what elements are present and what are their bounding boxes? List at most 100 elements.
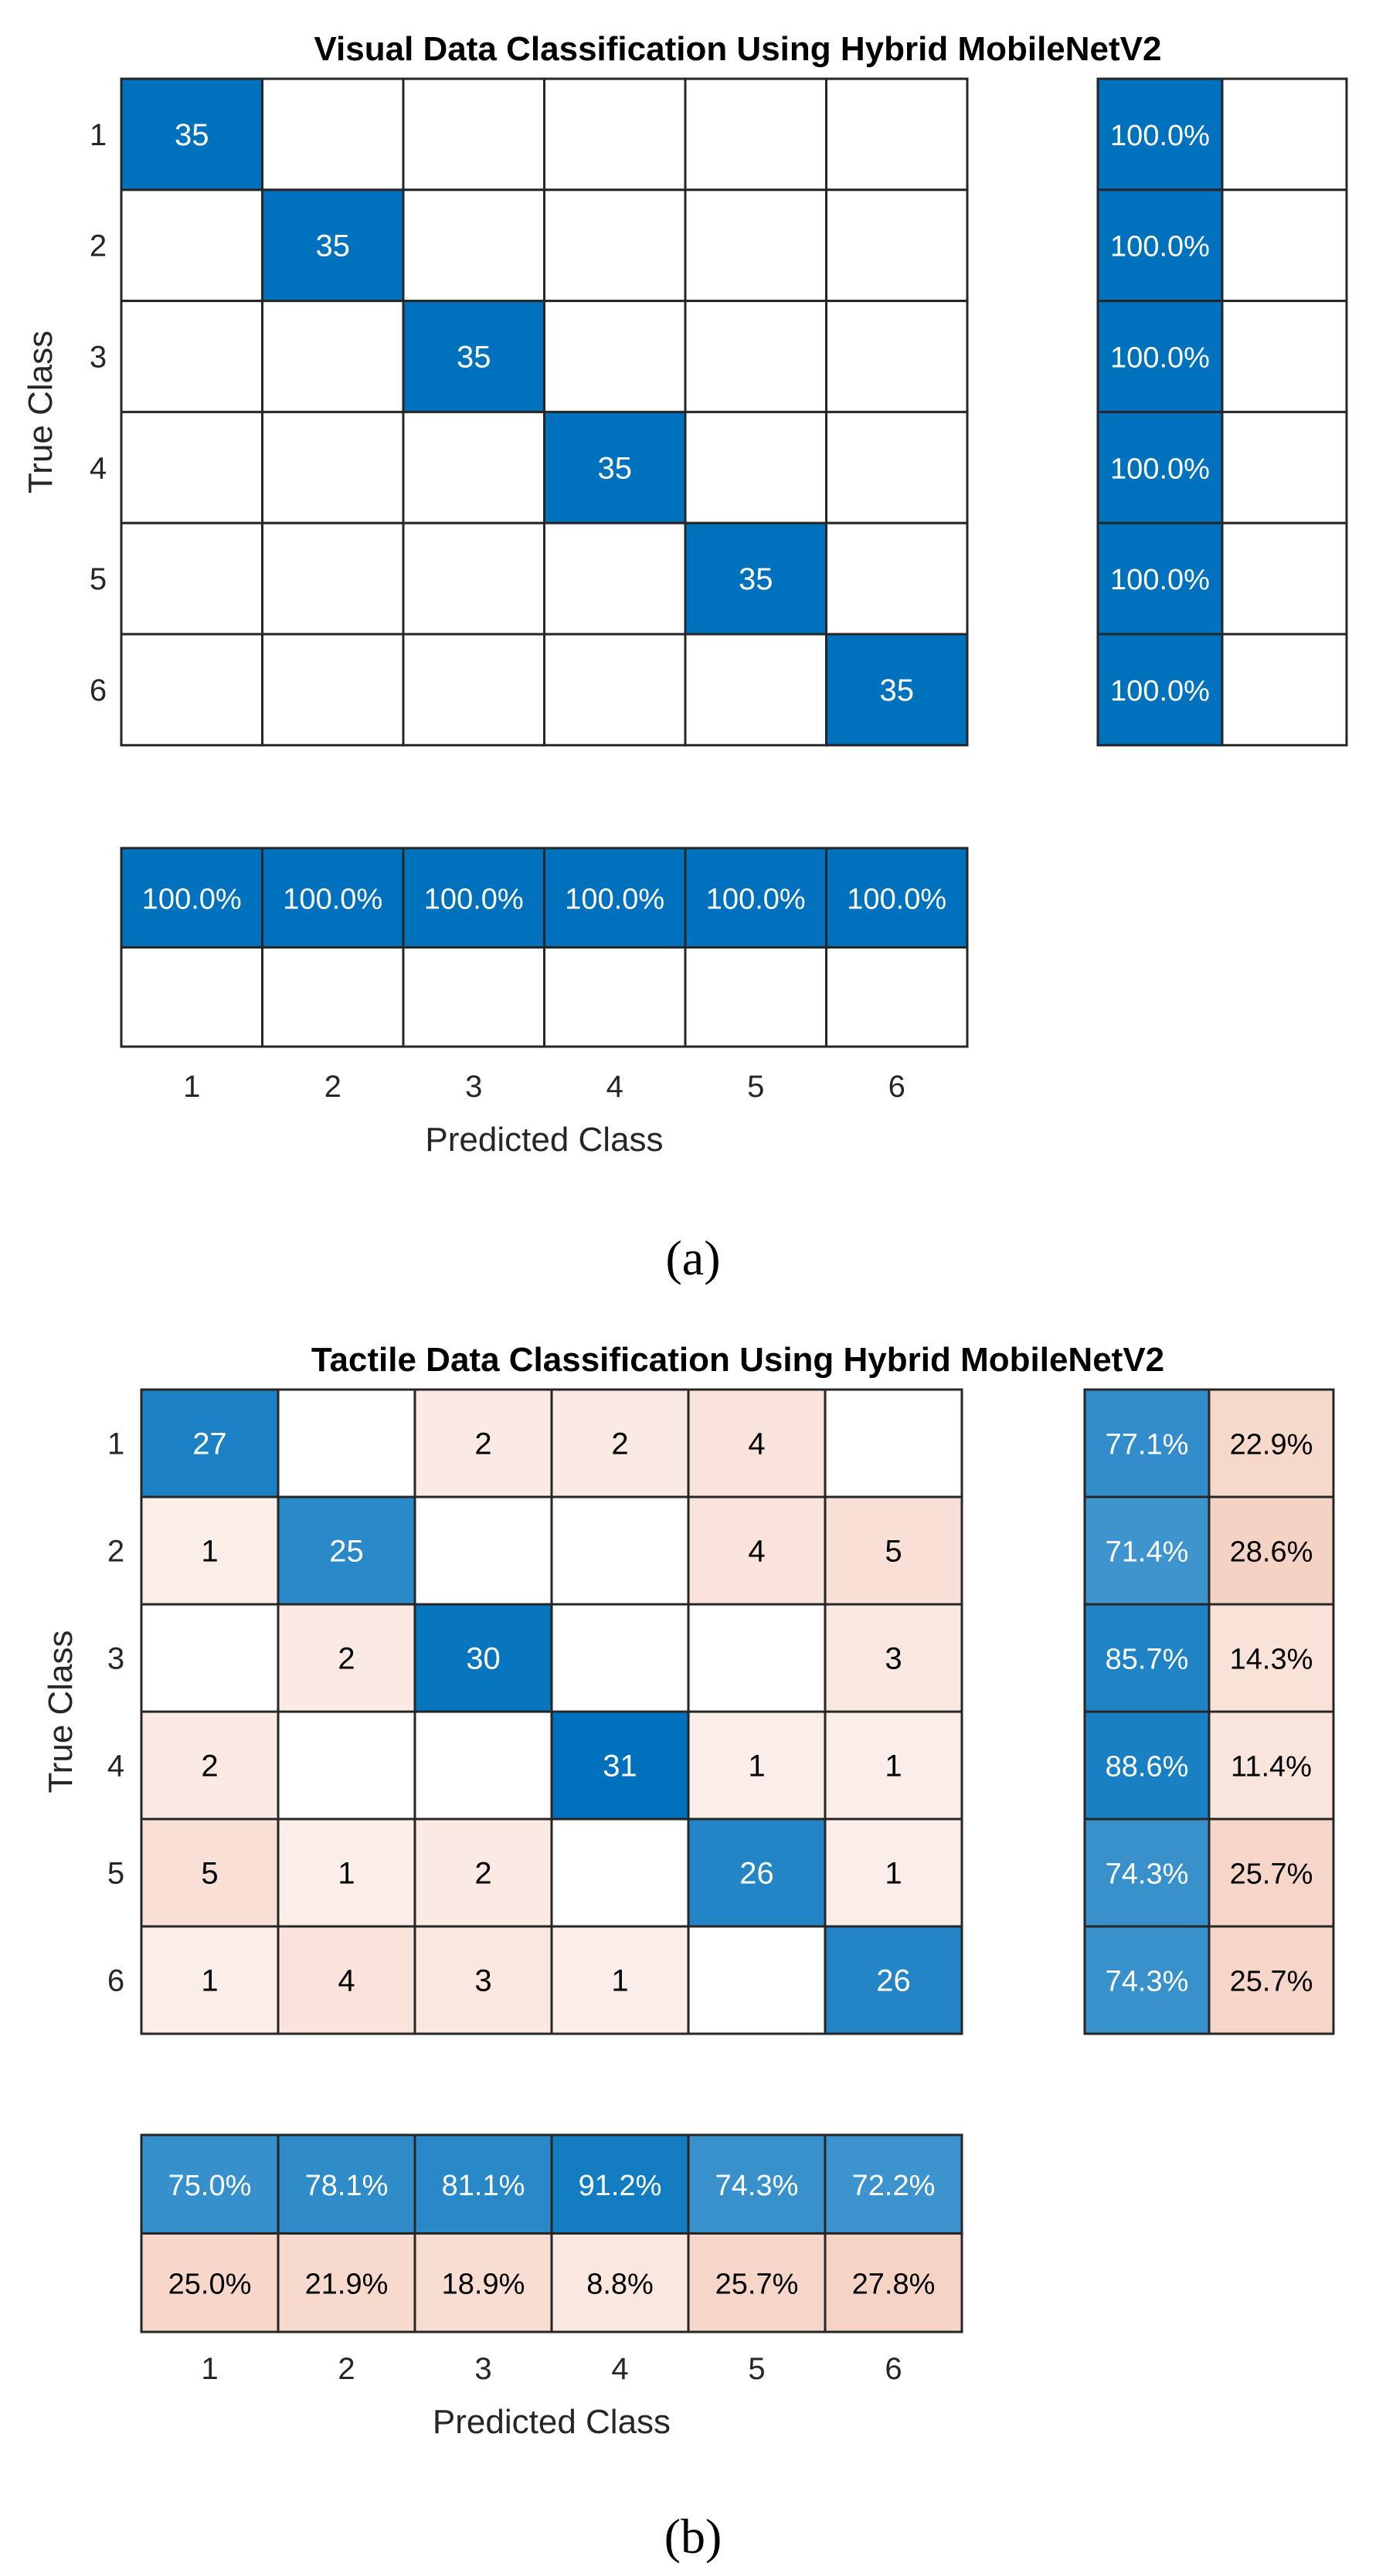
row-summary-value: 100.0% bbox=[1110, 120, 1210, 152]
y-tick-label: 1 bbox=[107, 1427, 124, 1461]
matrix-cell-3-2 bbox=[261, 300, 405, 413]
y-tick-label: 4 bbox=[90, 451, 107, 485]
col-summary-cell-2-6 bbox=[825, 946, 969, 1048]
matrix-value: 5 bbox=[201, 1857, 218, 1891]
x-tick-label: 2 bbox=[338, 2352, 355, 2386]
col-summary-cell-2-6 bbox=[824, 2232, 963, 2333]
y-tick-label: 6 bbox=[90, 674, 107, 708]
row-summary-cell-3-2 bbox=[1221, 300, 1348, 413]
matrix-value: 4 bbox=[748, 1535, 765, 1569]
x-tick-label: 4 bbox=[611, 2352, 628, 2386]
matrix-cell-1-3 bbox=[402, 77, 545, 192]
col-summary-value: 75.0% bbox=[168, 2170, 252, 2202]
y-tick-label: 6 bbox=[107, 1964, 124, 1998]
col-summary-cell-2-5 bbox=[684, 946, 827, 1048]
x-tick-label: 3 bbox=[474, 2352, 491, 2386]
y-tick-label: 2 bbox=[107, 1535, 124, 1569]
matrix-cell-2-6 bbox=[825, 188, 969, 303]
row-summary-cell-6-1 bbox=[1096, 633, 1224, 747]
row-summary-cell-3-1 bbox=[1083, 1603, 1211, 1713]
row-summary-cell-4-2 bbox=[1221, 410, 1348, 524]
matrix-cell-4-2 bbox=[277, 1710, 416, 1821]
matrix-value: 25 bbox=[329, 1535, 364, 1569]
matrix-value: 1 bbox=[885, 1750, 902, 1784]
matrix-value: 1 bbox=[885, 1857, 902, 1891]
row-summary-value: 74.3% bbox=[1106, 1966, 1189, 1998]
matrix-cell-6-2 bbox=[261, 633, 405, 747]
col-summary-cell-1-6 bbox=[825, 847, 969, 949]
matrix-cell-2-1 bbox=[120, 188, 263, 303]
matrix-cell-1-2 bbox=[277, 1388, 416, 1498]
row-summary-cell-6-1 bbox=[1083, 1925, 1211, 2035]
row-summary-value: 100.0% bbox=[1110, 342, 1210, 375]
col-summary-value: 81.1% bbox=[442, 2170, 525, 2202]
matrix-cell-3-4 bbox=[543, 300, 687, 413]
row-summary-value: 100.0% bbox=[1110, 453, 1210, 485]
matrix-value: 2 bbox=[474, 1857, 491, 1891]
matrix-cell-4-4 bbox=[550, 1710, 690, 1821]
matrix-cell-6-4 bbox=[550, 1925, 690, 2035]
y-tick-label: 4 bbox=[107, 1750, 124, 1784]
matrix-cell-6-5 bbox=[684, 633, 827, 747]
col-summary-cell-1-4 bbox=[543, 847, 687, 949]
matrix-cell-6-6 bbox=[824, 1925, 963, 2035]
matrix-cell-6-4 bbox=[543, 633, 687, 747]
matrix-cell-1-4 bbox=[550, 1388, 690, 1498]
matrix-cell-1-5 bbox=[684, 77, 827, 192]
col-summary-cell-2-1 bbox=[120, 946, 263, 1048]
y-tick-label: 5 bbox=[90, 562, 107, 596]
matrix-cell-6-2 bbox=[277, 1925, 416, 2035]
col-summary-value: 100.0% bbox=[706, 883, 806, 915]
matrix-value: 4 bbox=[338, 1964, 355, 1998]
matrix-cell-1-5 bbox=[687, 1388, 827, 1498]
row-summary-cell-6-2 bbox=[1208, 1925, 1335, 2035]
x-tick-label: 1 bbox=[183, 1070, 200, 1104]
row-summary-value: 85.7% bbox=[1106, 1644, 1189, 1676]
matrix-cell-2-2 bbox=[277, 1495, 416, 1606]
col-summary-value: 100.0% bbox=[283, 883, 382, 915]
row-summary-value: 100.0% bbox=[1110, 675, 1210, 708]
x-tick-label: 4 bbox=[606, 1070, 623, 1104]
matrix-cell-5-2 bbox=[261, 521, 405, 636]
matrix-cell-6-1 bbox=[120, 633, 263, 747]
matrix-cell-3-6 bbox=[824, 1603, 963, 1713]
matrix-cell-2-4 bbox=[550, 1495, 690, 1606]
matrix-cell-3-1 bbox=[120, 300, 263, 413]
col-summary-value: 91.2% bbox=[579, 2170, 662, 2202]
col-summary-cell-1-1 bbox=[140, 2133, 280, 2235]
col-summary-value: 100.0% bbox=[565, 883, 664, 915]
matrix-value: 26 bbox=[876, 1964, 911, 1998]
y-axis-label: True Class bbox=[22, 331, 59, 494]
col-summary-cell-1-5 bbox=[687, 2133, 827, 2235]
matrix-cell-4-3 bbox=[402, 410, 545, 524]
x-axis-label: Predicted Class bbox=[433, 2403, 671, 2441]
x-tick-label: 6 bbox=[885, 2352, 902, 2386]
matrix-cell-6-3 bbox=[413, 1925, 553, 2035]
col-summary-cell-1-3 bbox=[402, 847, 545, 949]
y-tick-label: 3 bbox=[107, 1642, 124, 1676]
row-summary-cell-5-2 bbox=[1221, 521, 1348, 636]
x-tick-label: 3 bbox=[465, 1070, 482, 1104]
x-tick-label: 2 bbox=[324, 1070, 341, 1104]
matrix-cell-3-4 bbox=[550, 1603, 690, 1713]
col-summary-cell-1-2 bbox=[277, 2133, 416, 2235]
col-summary-cell-1-1 bbox=[120, 847, 263, 949]
matrix-value: 30 bbox=[466, 1642, 501, 1676]
y-tick-label: 2 bbox=[90, 229, 107, 263]
matrix-cell-4-5 bbox=[684, 410, 827, 524]
row-summary-value: 100.0% bbox=[1110, 231, 1210, 263]
matrix-cell-3-5 bbox=[687, 1603, 827, 1713]
matrix-cell-6-3 bbox=[402, 633, 545, 747]
matrix-cell-5-6 bbox=[825, 521, 969, 636]
matrix-cell-5-4 bbox=[550, 1817, 690, 1928]
panel-label: (a) bbox=[665, 1230, 720, 1285]
matrix-value: 1 bbox=[611, 1964, 628, 1998]
row-summary-cell-2-2 bbox=[1208, 1495, 1335, 1606]
matrix-value: 2 bbox=[201, 1750, 218, 1784]
col-summary-value: 18.9% bbox=[442, 2268, 525, 2300]
col-summary-cell-1-5 bbox=[684, 847, 827, 949]
matrix-value: 35 bbox=[457, 341, 491, 375]
col-summary-value: 100.0% bbox=[847, 883, 946, 915]
col-summary-cell-2-3 bbox=[413, 2232, 553, 2333]
matrix-cell-3-5 bbox=[684, 300, 827, 413]
